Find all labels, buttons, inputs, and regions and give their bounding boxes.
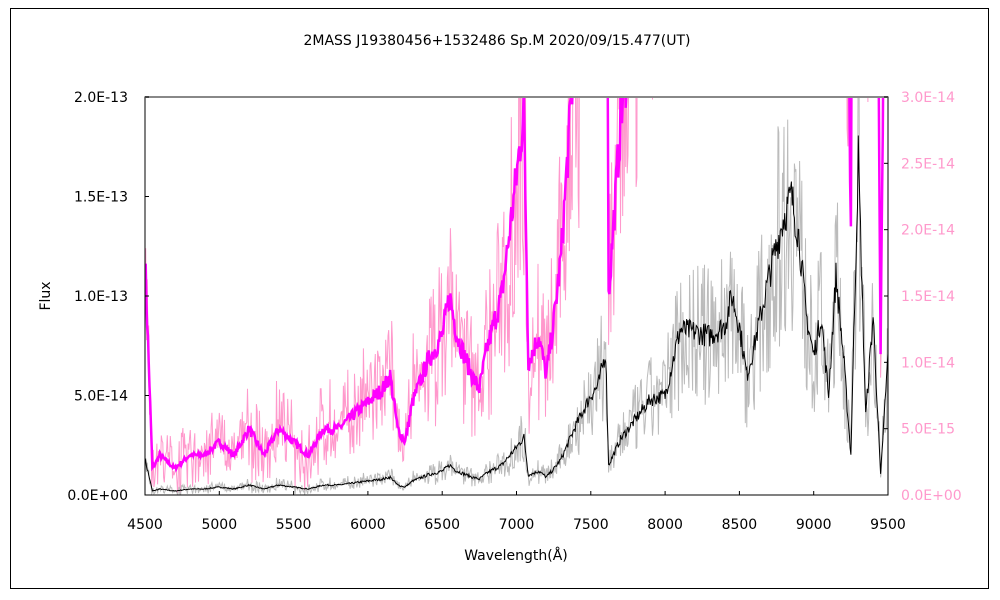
chart-title: 2MASS J19380456+1532486 Sp.M 2020/09/15.… — [303, 33, 690, 49]
x-axis-label: Wavelength(Å) — [464, 547, 568, 564]
y-left-tick-label: 2.0E-13 — [74, 90, 128, 106]
y-right-tick-label: 2.0E-14 — [901, 223, 955, 239]
x-tick-label: 7500 — [573, 517, 609, 533]
right-axis-smoothed-line — [145, 97, 885, 473]
y-left-tick-label: 1.0E-13 — [74, 289, 128, 305]
y-axis-label: Flux — [38, 281, 54, 310]
x-tick-label: 4500 — [127, 517, 163, 533]
chart-frame — [10, 8, 989, 589]
x-tick-label: 9500 — [870, 517, 906, 533]
x-tick-label: 8000 — [647, 517, 683, 533]
x-tick-label: 5000 — [201, 517, 237, 533]
y-left-tick-label: 5.0E-14 — [74, 389, 128, 405]
y-right-tick-label: 1.5E-14 — [901, 289, 955, 305]
x-tick-label: 5500 — [276, 517, 312, 533]
x-tick-label: 6500 — [424, 517, 460, 533]
y-right-tick-label: 2.5E-14 — [901, 156, 955, 172]
x-tick-label: 8500 — [722, 517, 758, 533]
y-right-tick-label: 3.0E-14 — [901, 90, 955, 106]
x-tick-label: 9000 — [796, 517, 832, 533]
x-tick-label: 6000 — [350, 517, 386, 533]
y-right-tick-label: 5.0E-15 — [901, 422, 955, 438]
y-left-tick-label: 1.5E-13 — [74, 190, 128, 206]
y-left-tick-label: 0.0E+00 — [67, 488, 128, 504]
y-right-tick-label: 1.0E-14 — [901, 355, 955, 371]
y-right-tick-label: 0.0E+00 — [901, 488, 962, 504]
left-axis-smoothed-line — [145, 135, 888, 492]
x-tick-label: 7000 — [499, 517, 535, 533]
